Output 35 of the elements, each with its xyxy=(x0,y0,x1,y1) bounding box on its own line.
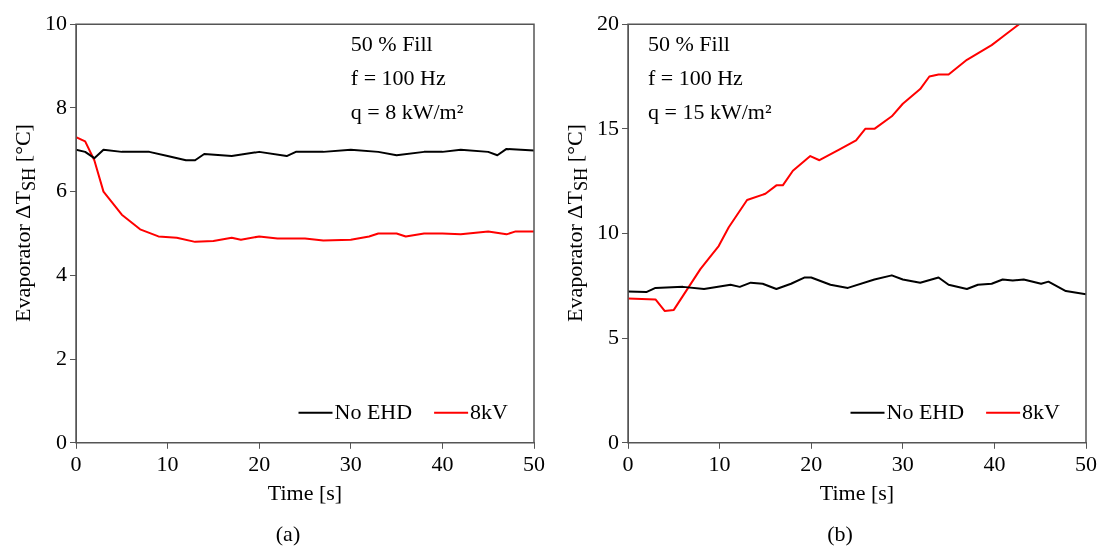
annotation: q = 15 kW/m² xyxy=(648,98,772,124)
x-tick-label: 30 xyxy=(891,450,914,476)
annotation: f = 100 Hz xyxy=(648,64,744,90)
y-tick-label: 0 xyxy=(608,428,619,454)
legend-label: 8kV xyxy=(1022,398,1061,424)
x-axis-title: Time [s] xyxy=(819,480,895,506)
legend-label: No EHD xyxy=(886,398,965,424)
text: (a) xyxy=(275,520,301,546)
x-tick-label: 10 xyxy=(156,450,179,476)
y-tick-label: 2 xyxy=(56,344,67,370)
y-tick-label: 5 xyxy=(608,323,619,349)
y-tick-label: 6 xyxy=(56,177,67,203)
annotation: 50 % Fill xyxy=(648,30,730,56)
y-tick-label: 10 xyxy=(597,219,619,245)
annotation: 50 % Fill xyxy=(350,30,433,56)
y-tick-label: 4 xyxy=(56,261,67,287)
text: (b) xyxy=(827,520,853,546)
x-tick-label: 50 xyxy=(523,450,545,476)
x-tick-label: 50 xyxy=(1075,450,1097,476)
x-tick-label: 40 xyxy=(431,450,454,476)
y-tick-label: 10 xyxy=(45,9,67,35)
x-tick-label: 20 xyxy=(248,450,271,476)
annotation: q = 8 kW/m² xyxy=(350,98,464,124)
annotation: f = 100 Hz xyxy=(350,64,446,90)
x-axis-title: Time [s] xyxy=(267,480,343,506)
legend-label: No EHD xyxy=(334,398,413,424)
y-tick-label: 20 xyxy=(597,9,619,35)
y-tick-label: 8 xyxy=(56,93,67,119)
x-tick-label: 30 xyxy=(339,450,362,476)
legend-label: 8kV xyxy=(470,398,509,424)
x-tick-label: 20 xyxy=(800,450,823,476)
x-tick-label: 40 xyxy=(983,450,1006,476)
x-tick-label: 10 xyxy=(708,450,731,476)
y-tick-label: 15 xyxy=(597,114,619,140)
y-tick-label: 0 xyxy=(56,428,67,454)
